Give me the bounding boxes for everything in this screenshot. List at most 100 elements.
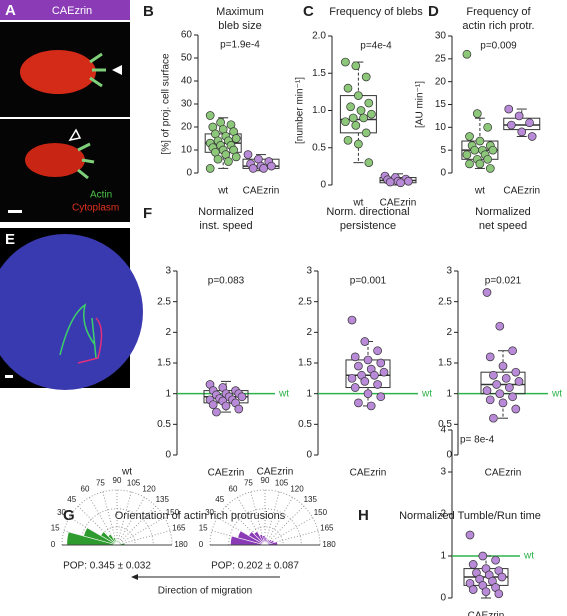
rose-sector xyxy=(259,534,266,546)
y-tick-label: 2 xyxy=(446,327,452,338)
y-tick-label: 0 xyxy=(440,168,446,179)
y-tick-label: 0 xyxy=(306,450,312,461)
angle-label: 165 xyxy=(172,524,186,533)
data-point xyxy=(485,164,495,173)
data-point xyxy=(343,83,353,93)
polar-grid xyxy=(209,489,321,546)
data-point xyxy=(470,145,480,155)
rose-sector xyxy=(253,530,266,546)
data-point xyxy=(343,135,353,145)
angle-label: 75 xyxy=(244,478,253,487)
data-point xyxy=(243,150,253,159)
angle-label: 165 xyxy=(320,524,334,533)
x-tick-label: wt xyxy=(217,186,228,197)
y-tick-label: 2 xyxy=(306,327,312,338)
legend-cytoplasm: Cytoplasm xyxy=(72,203,119,214)
data-point xyxy=(248,164,258,173)
chart-title: Normalized xyxy=(475,206,531,218)
arrowhead xyxy=(112,65,122,75)
data-point xyxy=(350,383,360,392)
y-tick-label: 3 xyxy=(165,266,171,277)
rose-sector xyxy=(100,531,118,546)
rose-sector xyxy=(83,527,118,546)
p-value: p=0.001 xyxy=(350,276,387,287)
data-point xyxy=(213,154,223,164)
polar-spoke xyxy=(102,491,118,546)
chart-title: Frequency of blebs xyxy=(329,6,423,18)
data-point xyxy=(364,98,374,108)
y-tick-label: 2.5 xyxy=(157,296,171,307)
data-point xyxy=(465,530,475,540)
angle-label: 15 xyxy=(51,524,60,533)
x-tick-label: CAEzrin xyxy=(485,468,522,479)
data-point xyxy=(354,139,363,149)
data-point xyxy=(514,111,524,121)
data-point xyxy=(360,377,370,386)
data-point xyxy=(475,136,485,146)
data-point xyxy=(404,176,413,186)
data-point xyxy=(396,178,405,188)
data-point xyxy=(360,337,370,346)
data-point xyxy=(517,127,527,137)
y-tick-label: 5 xyxy=(440,145,446,156)
y-tick-label: 1.5 xyxy=(438,358,452,369)
angle-label: 45 xyxy=(67,495,76,504)
chart-title: Normalized xyxy=(198,206,254,218)
data-point xyxy=(482,386,492,395)
rose-sector xyxy=(107,533,118,546)
data-point xyxy=(379,367,389,377)
data-point xyxy=(485,395,495,405)
data-point xyxy=(373,380,382,389)
y-tick-label: 15 xyxy=(435,99,447,110)
angle-label: 30 xyxy=(57,508,66,517)
x-tick-label: wt xyxy=(352,198,363,209)
y-tick-label: 1.5 xyxy=(312,68,326,79)
panel-label: A xyxy=(5,2,16,19)
track xyxy=(77,317,103,364)
data-point xyxy=(507,120,516,130)
data-point xyxy=(483,122,493,132)
angle-label: 135 xyxy=(304,495,318,504)
y-tick-label: 20 xyxy=(435,76,447,87)
data-point xyxy=(363,389,373,399)
y-tick-label: 50 xyxy=(181,53,193,64)
polar-spoke xyxy=(116,517,165,546)
data-point xyxy=(224,157,233,166)
data-point xyxy=(468,585,478,594)
cell xyxy=(25,143,85,177)
y-tick-label: 0 xyxy=(165,450,171,461)
data-point xyxy=(492,380,501,389)
scale-bar xyxy=(5,375,13,378)
y-tick-label: 20 xyxy=(181,122,193,133)
y-tick-label: 0.5 xyxy=(298,419,312,430)
arrowhead xyxy=(68,128,82,142)
panel-label: H xyxy=(358,507,369,524)
y-tick-label: 3 xyxy=(440,467,446,478)
x-tick-label: CAEzrin xyxy=(380,198,417,209)
polar-spoke xyxy=(264,497,293,546)
data-point xyxy=(354,398,363,408)
data-point xyxy=(234,404,244,414)
data-point xyxy=(462,150,472,160)
angle-label: 180 xyxy=(174,540,188,549)
data-point xyxy=(483,154,493,164)
rose-title: wt xyxy=(121,467,132,478)
rose-sector xyxy=(262,535,266,546)
angle-label: 90 xyxy=(113,476,122,485)
direction-label: Direction of migration xyxy=(158,586,252,597)
panel-label: F xyxy=(143,205,152,222)
angle-label: 105 xyxy=(127,478,141,487)
data-point xyxy=(347,315,357,325)
angle-label: 90 xyxy=(261,476,270,485)
y-tick-label: 0.5 xyxy=(157,419,171,430)
data-point xyxy=(221,401,231,411)
data-point xyxy=(511,404,521,414)
chart-title: Frequency of xyxy=(466,6,531,18)
angle-label: 0 xyxy=(51,540,56,549)
data-point xyxy=(364,158,374,167)
angle-label: 30 xyxy=(205,508,214,517)
y-tick-label: 4 xyxy=(440,425,446,436)
y-tick-label: 2.5 xyxy=(298,296,312,307)
polar-spoke xyxy=(116,530,171,546)
